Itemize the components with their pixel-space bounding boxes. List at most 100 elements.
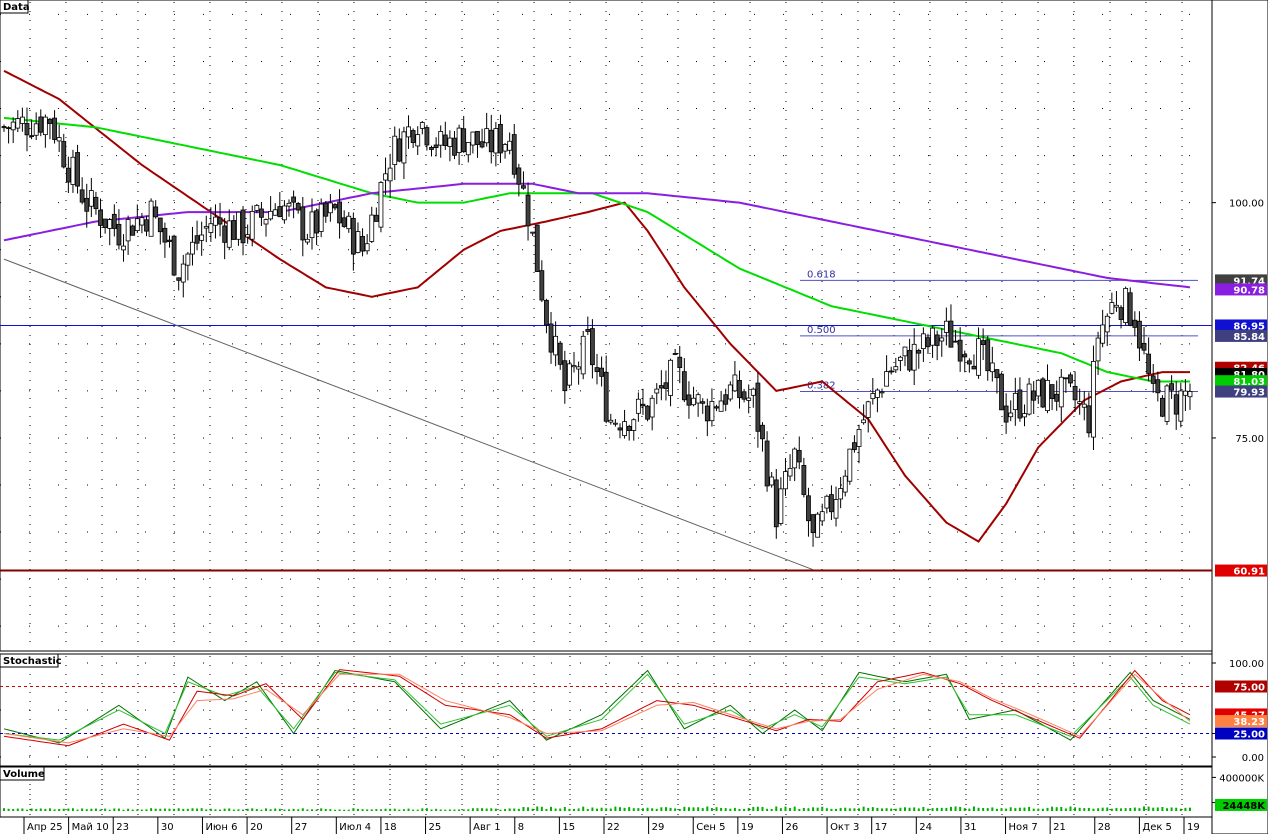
candle-body	[116, 223, 122, 246]
candle-body	[833, 499, 839, 519]
price-badge-label: 85.84	[1233, 332, 1265, 343]
candle-body	[190, 241, 195, 255]
candle-body	[254, 205, 260, 211]
candle-body	[907, 350, 912, 371]
candle-body	[792, 448, 798, 469]
candle-body	[282, 205, 287, 221]
candle-body	[84, 197, 90, 212]
candle-body	[268, 210, 274, 220]
candle-body	[1, 126, 7, 129]
candle-body	[640, 403, 646, 407]
candle-body	[957, 339, 963, 362]
candle-body	[130, 225, 136, 236]
candle-body	[608, 419, 614, 423]
candle-body	[327, 202, 333, 214]
price-badge-label: 86.95	[1233, 321, 1265, 332]
candle-body	[162, 227, 168, 243]
main-panel-label-box	[0, 0, 29, 14]
candle-body	[879, 391, 885, 394]
candle-body	[966, 360, 972, 365]
candle-body	[806, 495, 811, 522]
candle-body	[985, 339, 991, 372]
candle-body	[732, 374, 738, 392]
y-axis-label: 400000K	[1219, 773, 1264, 784]
candle-body	[42, 116, 48, 136]
candle-body	[88, 190, 94, 207]
candle-body	[668, 359, 673, 396]
price-badge-label: 75.00	[1233, 683, 1265, 694]
price-badge-label: 91.74	[1233, 276, 1265, 287]
trendline[interactable]	[3, 258, 814, 571]
candle-body	[631, 419, 637, 431]
candle-body	[870, 393, 876, 400]
moving-average-line	[3, 182, 1191, 289]
x-axis-label: Сен 5	[696, 822, 725, 833]
candle-body	[1003, 405, 1009, 423]
candle-body	[194, 235, 200, 244]
candle-body	[980, 340, 986, 346]
candle-body	[861, 419, 867, 424]
candle-body	[203, 226, 209, 229]
candle-body	[502, 144, 508, 152]
stochastic-line	[3, 671, 1191, 741]
candle-body	[479, 141, 485, 148]
candle-body	[29, 135, 34, 138]
candle-body	[1146, 353, 1152, 374]
candle-body	[332, 204, 338, 209]
candle-body	[681, 371, 687, 401]
candle-body	[916, 350, 922, 354]
candle-body	[521, 185, 526, 189]
candle-body	[470, 131, 476, 146]
candle-body	[920, 333, 926, 350]
candle-body	[1022, 413, 1027, 418]
price-badge	[1215, 385, 1267, 398]
candle-body	[567, 363, 572, 386]
x-axis-label: 21	[1053, 822, 1066, 833]
candle-body	[755, 382, 761, 432]
candle-body	[1160, 397, 1165, 417]
candle-body	[865, 401, 871, 418]
y-axis-label: 75.00	[1235, 434, 1264, 445]
y-axis-label: 0.00	[1242, 753, 1264, 764]
candle-body	[635, 398, 641, 414]
candle-body	[56, 137, 62, 142]
candle-body	[852, 442, 857, 451]
candle-body	[176, 277, 182, 281]
candle-body	[1017, 389, 1023, 419]
candle-body	[695, 394, 701, 404]
candle-body	[925, 337, 931, 348]
stochastic-label-box	[0, 653, 59, 668]
candle-body	[856, 429, 862, 447]
candle-body	[1164, 385, 1170, 422]
candle-body	[139, 217, 145, 226]
candle-body	[125, 219, 131, 242]
candle-body	[277, 206, 283, 218]
candle-body	[19, 116, 25, 124]
candle-body	[723, 394, 729, 405]
x-axis-label: 18	[384, 822, 397, 833]
candle-body	[148, 200, 154, 237]
candle-body	[534, 224, 540, 272]
candle-body	[1068, 374, 1073, 384]
x-axis-label: 29	[652, 822, 665, 833]
candle-body	[948, 320, 954, 348]
candle-body	[1063, 377, 1069, 380]
candle-body	[231, 220, 237, 240]
right-axis-area	[1211, 0, 1268, 834]
candle-body	[939, 337, 945, 342]
stochastic-panel-label: Stochastic	[3, 656, 62, 667]
candle-body	[539, 270, 545, 301]
candle-body	[6, 127, 11, 130]
candle-body	[934, 334, 940, 346]
x-axis-label: Май 10	[72, 822, 109, 833]
candle-body	[829, 494, 834, 513]
price-badge	[1215, 274, 1267, 287]
candle-body	[709, 400, 715, 422]
candle-body	[842, 475, 848, 493]
candle-body	[245, 234, 251, 238]
candle-body	[1132, 319, 1138, 328]
candle-body	[438, 131, 444, 146]
candle-body	[1173, 394, 1179, 415]
candle-body	[488, 129, 494, 153]
candle-body	[953, 340, 958, 343]
